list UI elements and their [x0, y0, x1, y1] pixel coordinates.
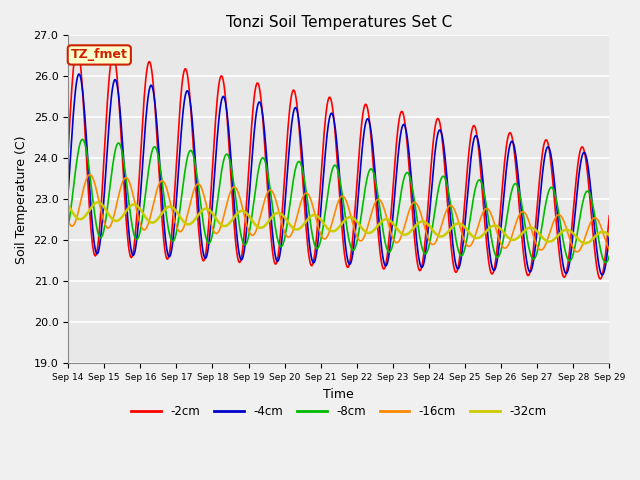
-4cm [64, 189, 72, 194]
-8cm [131, 233, 138, 239]
-16cm [214, 230, 222, 236]
-32cm [186, 221, 193, 227]
-8cm [79, 136, 86, 142]
Line: -16cm: -16cm [68, 175, 609, 252]
-16cm [421, 225, 429, 231]
-16cm [74, 210, 82, 216]
-2cm [131, 240, 138, 246]
Text: TZ_fmet: TZ_fmet [71, 48, 128, 61]
-16cm [131, 198, 138, 204]
Line: -32cm: -32cm [68, 203, 609, 243]
-32cm [581, 240, 589, 246]
-4cm [405, 151, 413, 156]
Line: -4cm: -4cm [68, 74, 609, 275]
-8cm [405, 172, 413, 178]
-2cm [596, 276, 604, 282]
-16cm [405, 208, 413, 214]
Line: -8cm: -8cm [68, 139, 609, 263]
-32cm [131, 202, 138, 207]
-32cm [421, 219, 429, 225]
Title: Tonzi Soil Temperatures Set C: Tonzi Soil Temperatures Set C [226, 15, 452, 30]
-32cm [405, 230, 413, 236]
-2cm [74, 45, 81, 50]
-32cm [64, 203, 72, 208]
-32cm [214, 218, 222, 224]
-2cm [64, 147, 72, 153]
-2cm [186, 88, 193, 94]
-32cm [93, 200, 101, 205]
-4cm [214, 127, 222, 132]
-8cm [74, 151, 82, 156]
-16cm [605, 247, 613, 253]
X-axis label: Time: Time [323, 388, 354, 401]
-16cm [86, 172, 94, 178]
-2cm [421, 240, 429, 246]
-2cm [75, 48, 83, 54]
-8cm [64, 224, 72, 229]
-8cm [602, 260, 609, 265]
-8cm [421, 251, 429, 257]
-16cm [64, 217, 72, 223]
-4cm [74, 72, 82, 78]
Legend: -2cm, -4cm, -8cm, -16cm, -32cm: -2cm, -4cm, -8cm, -16cm, -32cm [127, 401, 551, 423]
-4cm [75, 71, 83, 77]
Y-axis label: Soil Temperature (C): Soil Temperature (C) [15, 135, 28, 264]
-8cm [605, 253, 613, 259]
-2cm [605, 213, 613, 218]
-4cm [598, 272, 606, 278]
-4cm [131, 251, 138, 256]
-16cm [573, 249, 580, 255]
-4cm [421, 254, 429, 260]
Line: -2cm: -2cm [68, 48, 609, 279]
-32cm [605, 232, 613, 238]
-2cm [405, 165, 413, 170]
-4cm [186, 94, 193, 99]
-8cm [186, 149, 193, 155]
-16cm [186, 204, 193, 210]
-2cm [214, 89, 222, 95]
-32cm [74, 216, 82, 221]
-8cm [214, 194, 222, 200]
-4cm [605, 232, 613, 238]
